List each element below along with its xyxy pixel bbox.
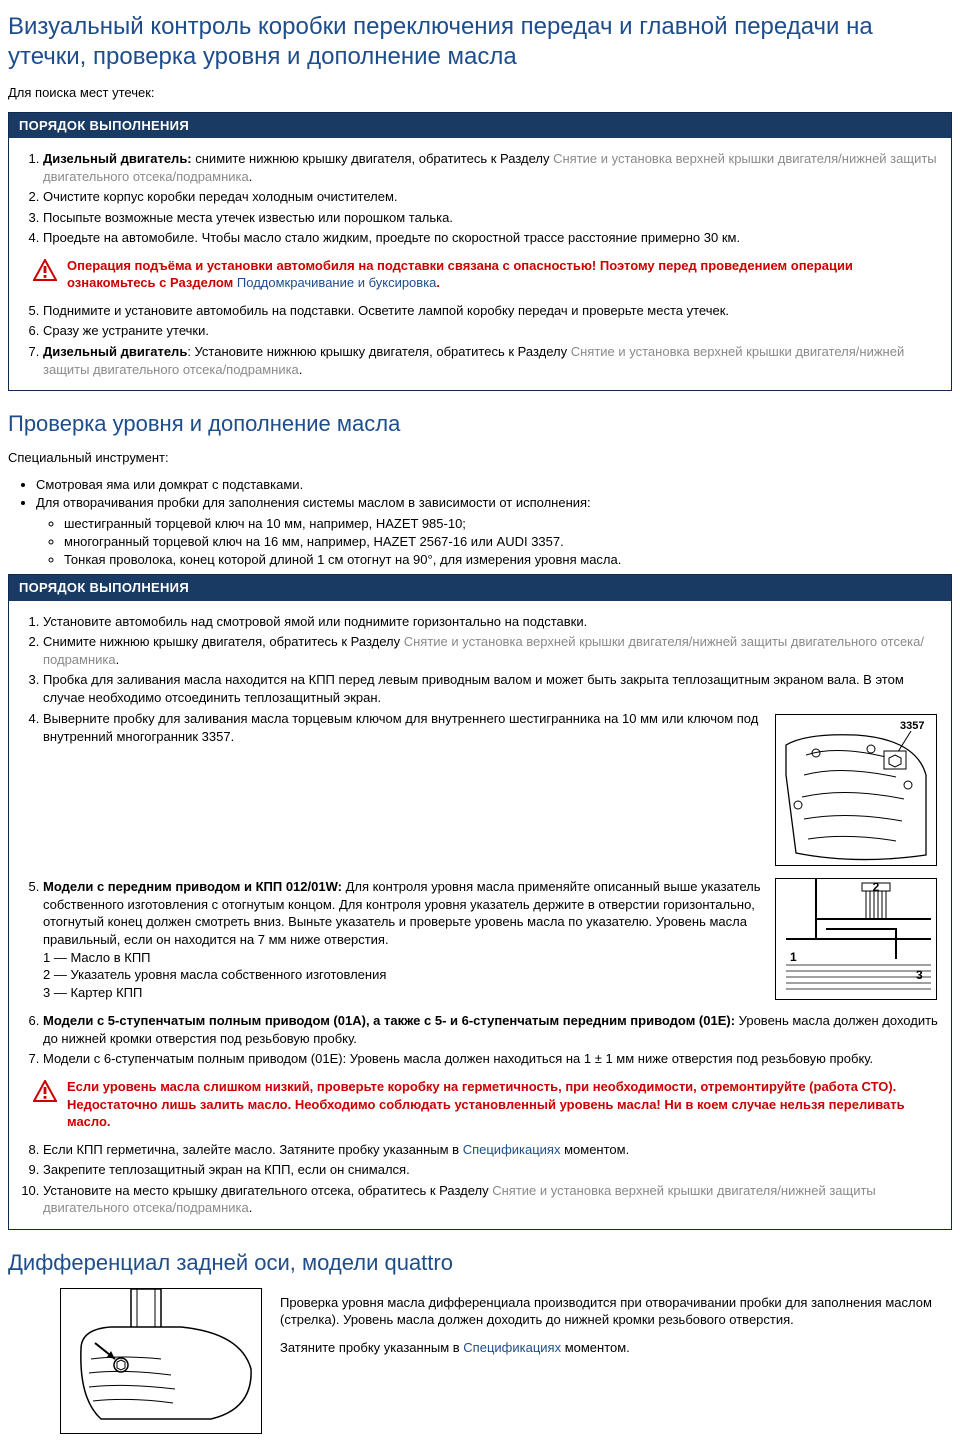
li5-l3: 3 — Картер КПП — [43, 985, 142, 1000]
step1-end: . — [249, 169, 253, 184]
list-item: Модели с 6-ступенчатым полным приводом (… — [43, 1050, 941, 1068]
list-item: Смотровая яма или домкрат с подставками. — [36, 476, 952, 494]
section2-title: Проверка уровня и дополнение масла — [8, 409, 952, 439]
step1-bold: Дизельный двигатель: — [43, 151, 195, 166]
list-item: Установите на место крышку двигательного… — [43, 1182, 941, 1217]
diff-p2: Затяните пробку указанным в Спецификация… — [280, 1339, 952, 1357]
list-item: Установите автомобиль над смотровой ямой… — [43, 613, 941, 631]
step7-bold: Дизельный двигатель — [43, 344, 187, 359]
li6-bold: Модели с 5-ступенчатым полным приводом (… — [43, 1013, 739, 1028]
procedure-list-2e: Если КПП герметична, залейте масло. Затя… — [15, 1141, 941, 1217]
figure-differential — [60, 1288, 262, 1435]
warn1b: . — [436, 275, 440, 290]
list-item: Закрепите теплозащитный экран на КПП, ес… — [43, 1161, 941, 1179]
list-item: многогранный торцевой ключ на 16 мм, нап… — [64, 533, 952, 551]
warning-icon — [33, 259, 57, 281]
figure-gearbox-plug: 3357 — [775, 714, 937, 866]
list-item: Пробка для заливания масла находится на … — [43, 671, 941, 706]
step1-text: снимите нижнюю крышку двигателя, обратит… — [195, 151, 553, 166]
procedure-list-2: Установите автомобиль над смотровой ямой… — [15, 613, 941, 707]
figure-dipstick: 1 2 3 — [775, 878, 937, 1000]
li2b: . — [116, 652, 120, 667]
tool-list: Смотровая яма или домкрат с подставками.… — [8, 476, 952, 568]
procedure-body-2: Установите автомобиль над смотровой ямой… — [9, 601, 951, 1229]
list-item: Поднимите и установите автомобиль на под… — [43, 302, 941, 320]
step7-end: . — [299, 362, 303, 377]
list-item: шестигранный торцевой ключ на 10 мм, нап… — [64, 515, 952, 533]
fig2-label-3: 3 — [916, 968, 923, 982]
list-item: Проедьте на автомобиле. Чтобы масло стал… — [43, 229, 941, 247]
list-item: Очистите корпус коробки передач холодным… — [43, 188, 941, 206]
fig2-label-2: 2 — [873, 880, 880, 894]
procedure-list-2d: Модели с 5-ступенчатым полным приводом (… — [15, 1012, 941, 1068]
diff-p2a: Затяните пробку указанным в — [280, 1340, 463, 1355]
warning-text-1: Операция подъёма и установки автомобиля … — [67, 257, 937, 292]
section2-intro: Специальный инструмент: — [8, 449, 952, 467]
li5-l2: 2 — Указатель уровня масла собственного … — [43, 967, 386, 982]
li8-link[interactable]: Спецификациях — [463, 1142, 561, 1157]
intro-text: Для поиска мест утечек: — [8, 84, 952, 102]
differential-text: Проверка уровня масла дифференциала прои… — [280, 1288, 952, 1367]
li10b: . — [249, 1200, 253, 1215]
li5-bold: Модели с передним приводом и КПП 012/01W… — [43, 879, 346, 894]
step7-text: : Установите нижнюю крышку двигателя, об… — [187, 344, 570, 359]
diff-p2b: моментом. — [561, 1340, 630, 1355]
diff-p1: Проверка уровня масла дифференциала прои… — [280, 1294, 952, 1329]
li2a: Снимите нижнюю крышку двигателя, обратит… — [43, 634, 404, 649]
warn1a: Операция подъёма и установки автомобиля … — [67, 258, 853, 291]
differential-block: Проверка уровня масла дифференциала прои… — [60, 1288, 952, 1435]
list-item: Дизельный двигатель: снимите нижнюю крыш… — [43, 150, 941, 185]
list-item: Дизельный двигатель: Установите нижнюю к… — [43, 343, 941, 378]
procedure-panel-1: ПОРЯДОК ВЫПОЛНЕНИЯ Дизельный двигатель: … — [8, 112, 952, 392]
li10a: Установите на место крышку двигательного… — [43, 1183, 492, 1198]
li8b: моментом. — [560, 1142, 629, 1157]
warning-block-1: Операция подъёма и установки автомобиля … — [33, 257, 937, 292]
list-item: Модели с 5-ступенчатым полным приводом (… — [43, 1012, 941, 1047]
section3-title: Дифференциал задней оси, модели quattro — [8, 1248, 952, 1278]
list-item: Для отворачивания пробки для заполнения … — [36, 494, 952, 568]
li8a: Если КПП герметична, залейте масло. Затя… — [43, 1142, 463, 1157]
tool2-text: Для отворачивания пробки для заполнения … — [36, 495, 591, 510]
diff-p2-link[interactable]: Спецификациях — [463, 1340, 561, 1355]
warning-text-2: Если уровень масла слишком низкий, прове… — [67, 1078, 937, 1131]
list-item: Тонкая проволока, конец которой длиной 1… — [64, 551, 952, 569]
fig2-label-1: 1 — [790, 950, 797, 964]
fig1-tool-label: 3357 — [900, 720, 924, 732]
tool-sublist: шестигранный торцевой ключ на 10 мм, нап… — [36, 515, 952, 568]
procedure-header-2: ПОРЯДОК ВЫПОЛНЕНИЯ — [9, 575, 951, 601]
warning-icon — [33, 1080, 57, 1102]
procedure-panel-2: ПОРЯДОК ВЫПОЛНЕНИЯ Установите автомобиль… — [8, 574, 952, 1230]
list-item: Посыпьте возможные места утечек известью… — [43, 209, 941, 227]
procedure-list-1b: Поднимите и установите автомобиль на под… — [15, 302, 941, 378]
procedure-header-1: ПОРЯДОК ВЫПОЛНЕНИЯ — [9, 113, 951, 139]
page-title: Визуальный контроль коробки переключения… — [8, 12, 952, 72]
li5-l1: 1 — Масло в КПП — [43, 950, 151, 965]
list-item: Если КПП герметична, залейте масло. Затя… — [43, 1141, 941, 1159]
procedure-body-1: Дизельный двигатель: снимите нижнюю крыш… — [9, 138, 951, 390]
list-item: Сразу же устраните утечки. — [43, 322, 941, 340]
procedure-list-1: Дизельный двигатель: снимите нижнюю крыш… — [15, 150, 941, 247]
warn1-link[interactable]: Поддомкрачивание и буксировка — [237, 275, 437, 290]
warning-block-2: Если уровень масла слишком низкий, прове… — [33, 1078, 937, 1131]
list-item: Снимите нижнюю крышку двигателя, обратит… — [43, 633, 941, 668]
